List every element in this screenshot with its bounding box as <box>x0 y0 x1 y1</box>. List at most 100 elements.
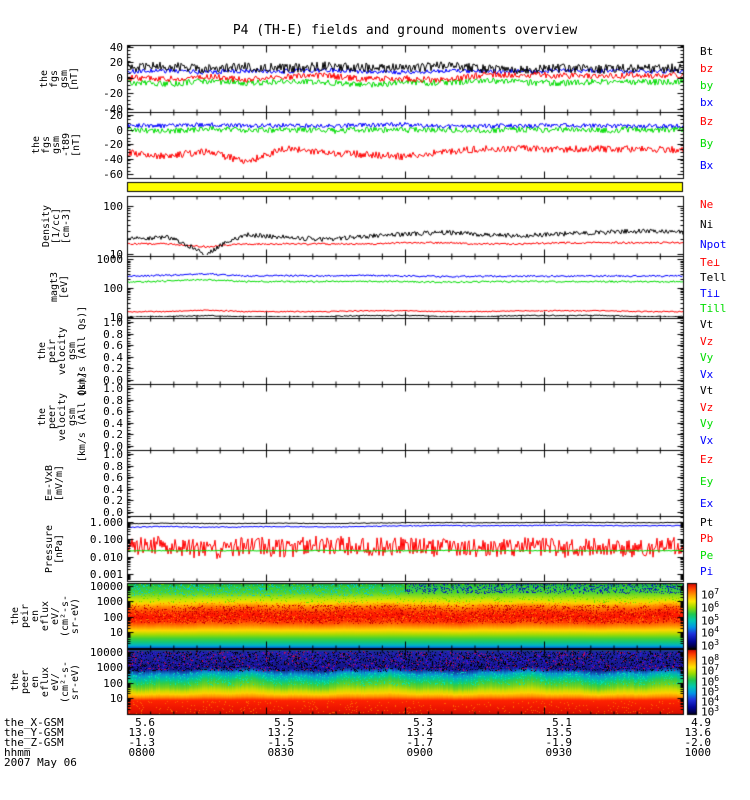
legend-Pt: Pt <box>700 516 714 529</box>
legend-Ez: Ez <box>700 453 714 466</box>
colorbar-tick-label: 103 <box>701 704 720 719</box>
y-tick-label: 20 <box>109 56 123 69</box>
colorbar-tick-label: 108 <box>701 653 720 668</box>
y-tick-label: 0 <box>116 72 123 85</box>
y-tick-label: 100 <box>103 611 123 624</box>
axis-row-value: 0930 <box>545 746 573 759</box>
y-tick-label: 1.0 <box>103 316 123 329</box>
colorbar-tick-label: 106 <box>701 674 720 689</box>
colorbar-tick-label: 105 <box>701 613 720 628</box>
axis-row-value: -1.5 <box>267 736 295 749</box>
axis-row-value: 13.4 <box>406 726 434 739</box>
y-axis-label-line: sr-eV) <box>70 663 81 700</box>
y-tick-label: 10 <box>109 248 123 261</box>
legend-bz: bz <box>700 62 714 75</box>
y-tick-label: 100 <box>103 200 123 213</box>
axis-row-value: -2.0 <box>684 736 712 749</box>
legend-Bz: Bz <box>700 115 714 128</box>
legend-Vt: Vt <box>700 318 714 331</box>
colorbar-tick-label: 105 <box>701 684 720 699</box>
y-tick-label: 10000 <box>89 646 123 659</box>
axis-row-value: 5.5 <box>274 716 294 729</box>
legend-Pb: Pb <box>700 532 714 545</box>
y-tick-label: -40 <box>103 103 123 116</box>
legend-Ni: Ni <box>700 218 714 231</box>
y-axis-label-line: [cm-3] <box>61 207 72 245</box>
y-tick-label: 0.001 <box>89 568 123 581</box>
legend-By: By <box>700 137 714 150</box>
axis-row-value: 13.5 <box>545 726 573 739</box>
legend-Npot: Npot <box>700 238 727 251</box>
y-tick-label: 100 <box>103 677 123 690</box>
y-axis-label-line: [mV/m] <box>54 464 65 502</box>
y-tick-label: 1.0 <box>103 448 123 461</box>
y-axis-label-density: Density [1/cc] [cm-3] <box>41 205 72 247</box>
y-tick-label: 0.8 <box>103 328 123 341</box>
y-tick-label: 0 <box>116 124 123 137</box>
plot-title: P4 (TH-E) fields and ground moments over… <box>232 23 578 38</box>
y-tick-label: 0.4 <box>103 417 123 430</box>
legend-Pi: Pi <box>700 565 714 578</box>
axis-row-value: 5.3 <box>413 716 433 729</box>
y-tick-label: 10 <box>109 626 123 639</box>
axis-row-label: the_Z-GSM <box>4 736 64 749</box>
legend-Vt: Vt <box>700 384 714 397</box>
legend-Bt: Bt <box>700 45 714 58</box>
y-tick-label: 20 <box>109 109 123 122</box>
colorbar-tick-label: 107 <box>701 663 720 678</box>
y-tick-label: 0.2 <box>103 494 123 507</box>
axis-row-value: 5.1 <box>552 716 572 729</box>
colorbar-tick-label: 106 <box>701 600 720 615</box>
y-tick-label: 0.0 <box>103 374 123 387</box>
y-tick-label: 10000 <box>89 580 123 593</box>
y-tick-label: -20 <box>103 87 123 100</box>
axis-row-value: -1.3 <box>128 736 156 749</box>
axis-row-value: 0900 <box>406 746 434 759</box>
legend-Ex: Ex <box>700 497 714 510</box>
legend-Vy: Vy <box>700 351 714 364</box>
legend-by: by <box>700 79 714 92</box>
y-tick-label: 10 <box>109 311 123 324</box>
y-axis-label-line: [nPa] <box>54 533 65 564</box>
y-tick-label: 1000 <box>96 595 124 608</box>
axis-row-value: 13.0 <box>128 726 156 739</box>
legend-Vz: Vz <box>700 401 714 414</box>
legend-bx: bx <box>700 96 714 109</box>
date-label: 2007 May 06 <box>4 756 77 769</box>
y-tick-label: 0.4 <box>103 483 123 496</box>
axis-row-label: the_Y-GSM <box>4 726 64 739</box>
y-tick-label: 0.2 <box>103 428 123 441</box>
axis-row-value: 13.6 <box>684 726 712 739</box>
y-tick-label: 0.0 <box>103 440 123 453</box>
legend-Te⊥: Te⊥ <box>700 256 720 269</box>
y-tick-label: 0.100 <box>89 533 123 546</box>
axis-row-value: 5.6 <box>135 716 155 729</box>
y-axis-label-magt3: magt3 [eV] <box>49 272 70 302</box>
legend-Vx: Vx <box>700 434 714 447</box>
axis-row-value: 0800 <box>128 746 156 759</box>
axis-row-value: -1.7 <box>406 736 434 749</box>
axis-row-value: -1.9 <box>545 736 573 749</box>
y-tick-label: 0.6 <box>103 405 123 418</box>
y-axis-label-the_fgs_gsm-t89: the fgs gsm -t89 [nT] <box>31 133 82 157</box>
legend-Ne: Ne <box>700 198 714 211</box>
legend-Vx: Vx <box>700 368 714 381</box>
colorbar-tick-label: 103 <box>701 638 720 653</box>
legend-Ti⊥: Ti⊥ <box>700 287 720 300</box>
axis-row-value: 4.9 <box>691 716 711 729</box>
colorbar-tick-label: 107 <box>701 587 720 602</box>
y-tick-label: 0.6 <box>103 471 123 484</box>
y-tick-label: -60 <box>103 168 123 181</box>
legend-Pe: Pe <box>700 549 714 562</box>
legend-Vy: Vy <box>700 417 714 430</box>
y-axis-label-the_peir_en_eflux: the peir en eflux eV/(cm²-s-sr-eV) <box>10 594 81 636</box>
colorbar-tick-label: 104 <box>701 694 720 709</box>
y-tick-label: 1000 <box>96 661 124 674</box>
legend-Bx: Bx <box>700 159 714 172</box>
colorbar-tick-label: 104 <box>701 625 720 640</box>
y-tick-label: -40 <box>103 153 123 166</box>
y-tick-label: 0.2 <box>103 362 123 375</box>
legend-Ey: Ey <box>700 475 714 488</box>
